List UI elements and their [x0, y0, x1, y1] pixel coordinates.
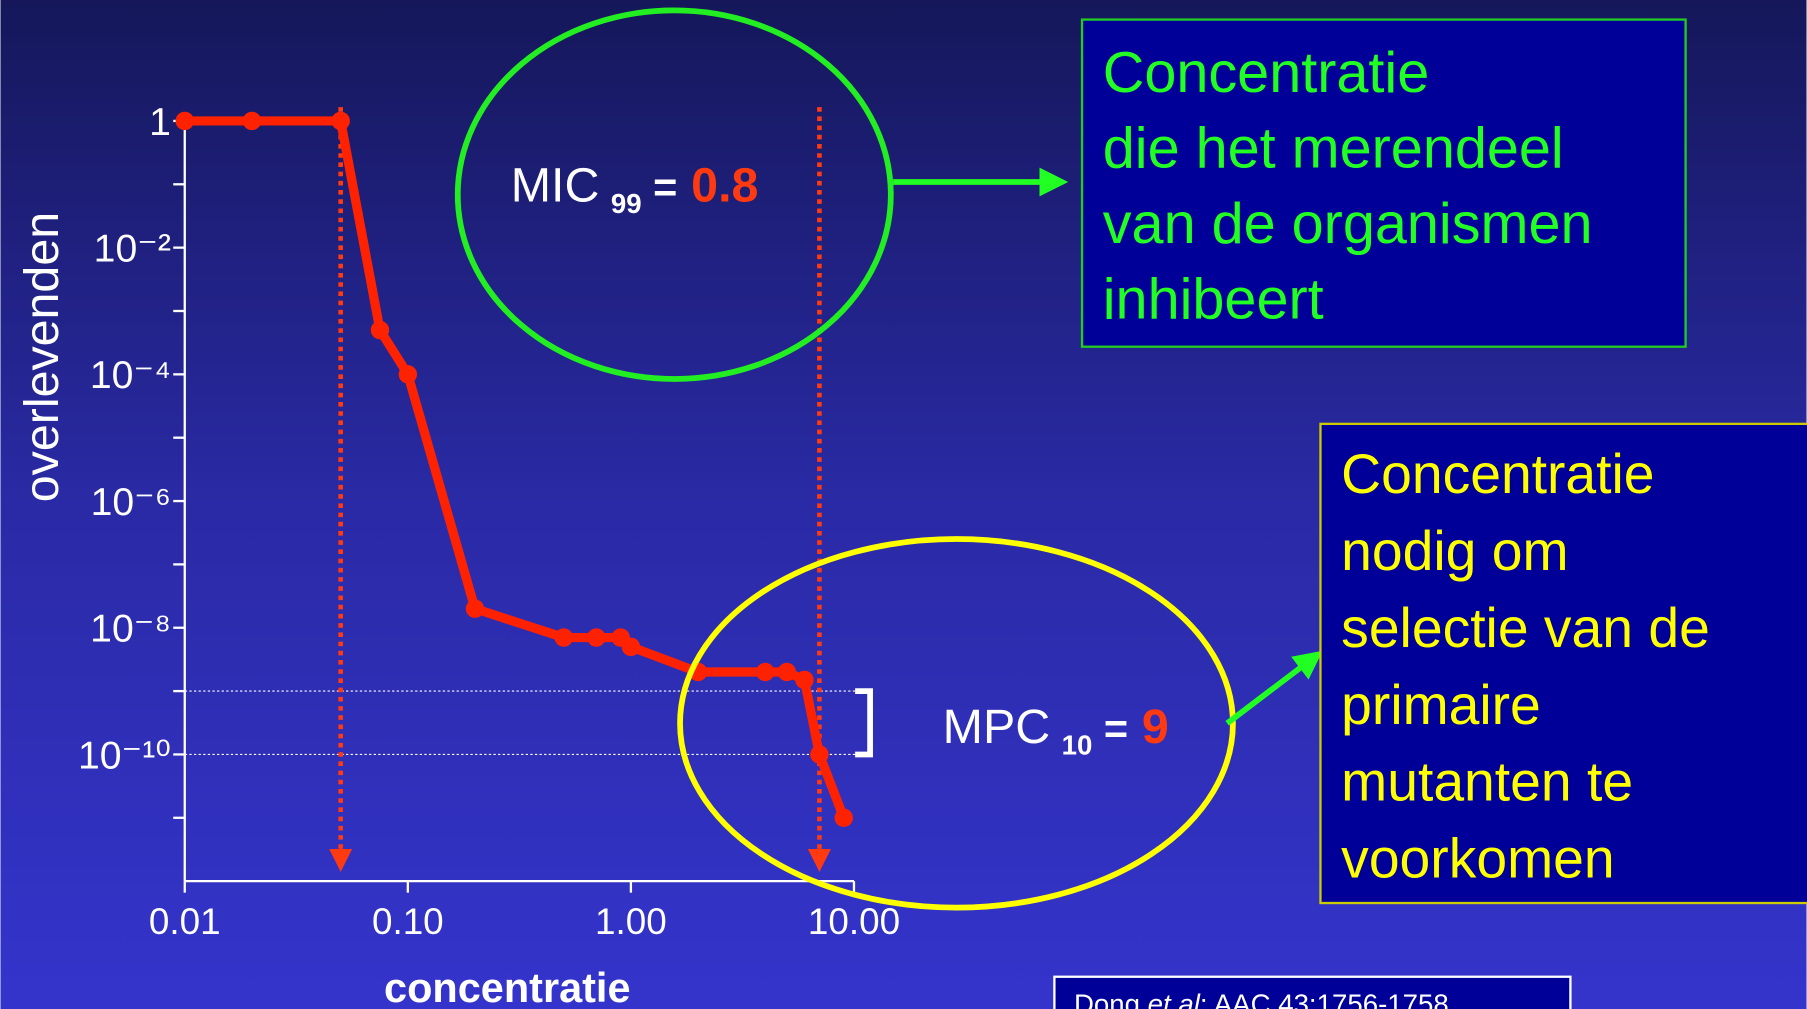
data-point — [795, 670, 814, 690]
mic-note: Concentratie die het merendeel van de orga… — [1103, 41, 1593, 331]
mpc-note-box — [1319, 422, 1807, 905]
y-tick-label: 10⁻¹⁰ — [78, 734, 171, 777]
data-point — [755, 662, 775, 682]
x-tick-label: 0.01 — [149, 901, 221, 942]
data-point — [621, 637, 641, 657]
data-point — [242, 111, 262, 131]
x-tick-label: 0.10 — [372, 901, 444, 942]
note-line: die het merendeel — [1103, 117, 1564, 181]
y-tick-label: 10⁻⁶ — [91, 481, 171, 524]
data-point — [554, 628, 573, 647]
y-tick-label: 1 — [149, 101, 171, 144]
data-point — [777, 662, 797, 682]
note-line: Concentratie — [1341, 443, 1654, 505]
y-tick-label: 10⁻² — [94, 227, 171, 270]
mpc-ellipse — [677, 536, 1236, 911]
mpc-label: MPC 10 = 9 — [943, 700, 1169, 761]
y-tick-label: 10⁻⁸ — [90, 608, 171, 651]
note-line: van de organismen — [1103, 192, 1593, 256]
data-line — [184, 116, 849, 820]
note-line: nodig om — [1341, 520, 1568, 582]
data-point — [810, 745, 829, 764]
note-line: voorkomen — [1341, 828, 1614, 890]
data-point — [834, 808, 853, 828]
x-tick-label: 10.00 — [808, 901, 900, 942]
mic-label: MIC 99 = 0.8 — [511, 159, 759, 220]
x-tick-label: 1.00 — [595, 901, 667, 942]
data-point — [331, 111, 350, 131]
x-axis-title: concentratie — [384, 964, 630, 1009]
data-point — [175, 111, 194, 131]
note-line: primaire — [1341, 674, 1541, 736]
mic-ellipse — [454, 7, 894, 382]
note-line: mutanten te — [1341, 751, 1633, 813]
data-point — [398, 365, 418, 384]
data-point — [465, 599, 485, 618]
bracket — [855, 688, 873, 758]
y-tick-label: 10⁻⁴ — [90, 354, 171, 397]
note-line: inhibeert — [1103, 267, 1324, 331]
y-axis-title: overlevenden — [15, 212, 69, 502]
data-point — [587, 628, 606, 647]
note-line: selectie van de — [1341, 597, 1710, 659]
arrow — [1225, 650, 1323, 726]
mic-note-box — [1080, 18, 1687, 348]
source: Dong et al; AAC 43:1756-1758 — [1074, 989, 1449, 1009]
mpc-note: Concentratie nodig om selectie van de prima… — [1341, 443, 1710, 890]
note-line: Concentratie — [1103, 41, 1429, 105]
data-point — [370, 320, 390, 340]
source-box — [1053, 975, 1572, 1009]
